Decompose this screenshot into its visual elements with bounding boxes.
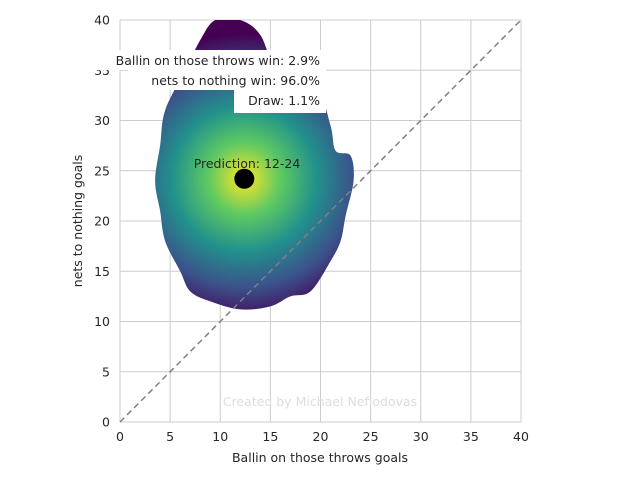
annotation-box-2	[128, 70, 326, 90]
y-tick-label: 30	[94, 113, 110, 128]
x-tick-label: 0	[116, 429, 124, 444]
x-tick-label: 5	[166, 429, 174, 444]
x-tick-label: 40	[513, 429, 529, 444]
x-tick-label: 15	[262, 429, 278, 444]
annotation-draw: Draw: 1.1%	[248, 93, 320, 108]
annotation-ballin-win: Ballin on those throws win: 2.9%	[116, 53, 320, 68]
x-tick-label: 25	[363, 429, 379, 444]
x-axis-label: Ballin on those throws goals	[232, 450, 408, 465]
annotation-box-1	[88, 50, 326, 70]
annotation-box-3	[234, 90, 326, 113]
y-tick-label: 40	[94, 13, 110, 28]
x-tick-label: 10	[212, 429, 228, 444]
watermark: Created by Michael Nefiodovas	[223, 394, 417, 409]
x-tick-label: 35	[463, 429, 479, 444]
y-tick-label: 0	[102, 415, 110, 430]
prediction-label: Prediction: 12-24	[194, 156, 301, 171]
annotation-nets-win: nets to nothing win: 96.0%	[151, 73, 320, 88]
y-tick-label: 25	[94, 163, 110, 178]
prediction-point[interactable]	[234, 168, 255, 189]
y-axis-label: nets to nothing goals	[70, 155, 85, 287]
y-tick-label: 5	[102, 364, 110, 379]
annotations: Ballin on those throws win: 2.9% nets to…	[88, 50, 326, 113]
x-tick-label: 30	[413, 429, 429, 444]
y-tick-label: 15	[94, 264, 110, 279]
diagonal-reference-line	[119, 19, 522, 423]
y-tick-label: 10	[94, 314, 110, 329]
y-tick-label: 20	[94, 214, 110, 229]
x-tick-label: 20	[313, 429, 329, 444]
